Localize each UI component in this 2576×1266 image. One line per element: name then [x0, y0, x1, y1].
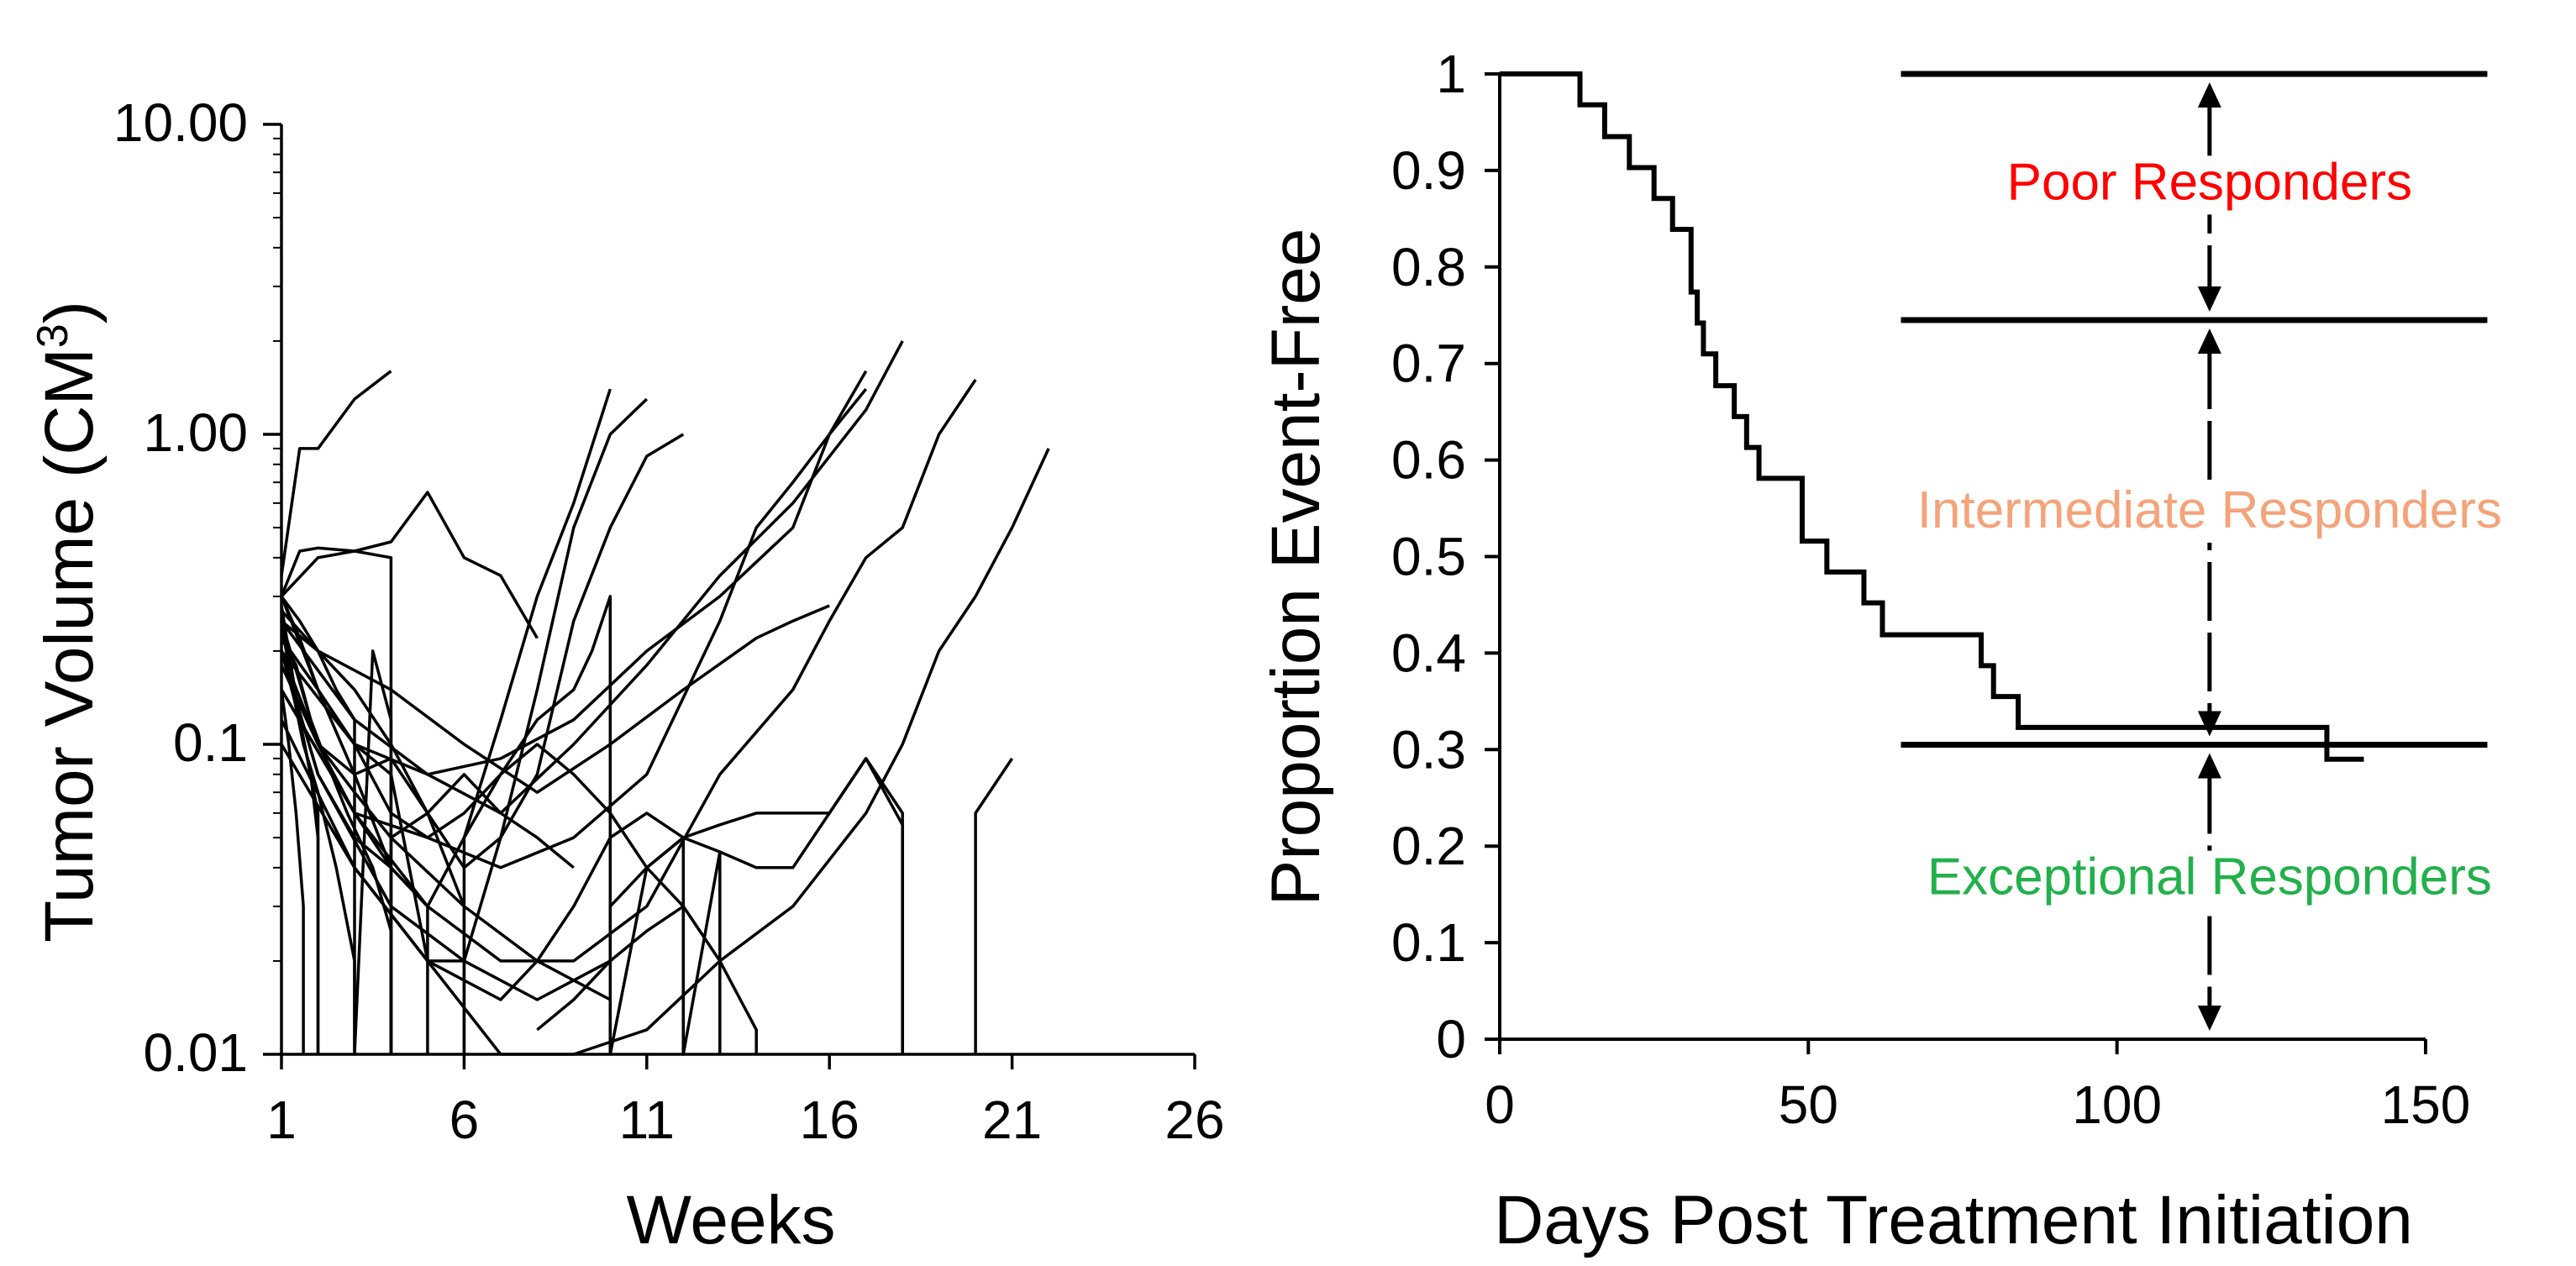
- km-y-tick-label: 0.3: [1391, 719, 1466, 780]
- tumor-series-24: [280, 689, 305, 1054]
- x-tick-label: 11: [619, 1090, 675, 1150]
- tumor-series-12: [280, 719, 904, 1001]
- annotation-exceptional-responders: Exceptional Responders: [1927, 848, 2492, 906]
- x-axis-title-days: Days Post Treatment Initiation: [1494, 1182, 2413, 1258]
- km-x-tick-label: 50: [1779, 1074, 1838, 1135]
- tumor-series-10: [280, 379, 977, 963]
- x-axis-title-weeks: Weeks: [626, 1182, 835, 1258]
- annotation-exceptional-responders-background: [1873, 850, 2546, 910]
- tumor-axes: [263, 123, 1196, 1069]
- y-axis-title-text: Tumor Volume (CM: [31, 348, 108, 943]
- km-y-tick-label: 0.2: [1391, 816, 1466, 876]
- tumor-series-26: [389, 773, 575, 1054]
- km-x-tick-label: 100: [2072, 1074, 2162, 1135]
- km-step-curve: [1500, 71, 2364, 762]
- survival-chart: 0 0.1 0.2 0.3 0.4 0.5 0.6 0.7 0.8 0.9 1 0 50 100 150 P…: [1258, 44, 2571, 1258]
- y-tick-label: 1.00: [143, 402, 248, 463]
- tumor-series-1: [280, 370, 392, 576]
- km-y-tick-label: 0.5: [1391, 527, 1466, 587]
- x-tick-label: 1: [266, 1090, 297, 1150]
- y-tick-label: 0.01: [143, 1022, 248, 1083]
- x-tick-label: 21: [982, 1090, 1042, 1150]
- survival-axes: [1485, 72, 2427, 1054]
- km-y-tick-label: 0.7: [1391, 334, 1466, 394]
- tumor-series-19: [280, 637, 393, 1054]
- x-tick-label: 26: [1164, 1090, 1224, 1150]
- annotation-poor-responders-background: [1957, 155, 2462, 215]
- arrow-poor-head-down: [2197, 286, 2221, 312]
- km-y-tick-label: 0.4: [1391, 622, 1466, 683]
- y-axis-title-proportion: Proportion Event-Free: [1258, 229, 1334, 906]
- y-axis-title-close: ): [31, 301, 108, 323]
- tumor-series-2: [280, 491, 539, 639]
- x-tick-label: 6: [449, 1090, 480, 1150]
- tumor-series-30: [280, 637, 686, 1054]
- km-y-tick-label: 0.8: [1391, 237, 1466, 297]
- annotation-intermediate-responders: Intermediate Responders: [1917, 481, 2502, 539]
- km-x-tick-label: 150: [2381, 1074, 2471, 1135]
- tumor-series-31: [280, 604, 830, 794]
- km-y-tick-label: 0.6: [1391, 430, 1466, 491]
- tumor-series-25: [280, 665, 612, 1054]
- tumor-series-29: [536, 905, 758, 1054]
- annotation-intermediate-responders-background: [1848, 484, 2571, 544]
- y-axis-title-proportion-text: Proportion Event-Free: [1258, 229, 1334, 906]
- y-axis-title-superscript: 3: [29, 323, 77, 348]
- tumor-series-14: [974, 757, 1014, 1054]
- threshold-lines-group: [1900, 71, 2488, 749]
- y-tick-label: 10.00: [113, 92, 248, 153]
- survival-tick-labels: 0 0.1 0.2 0.3 0.4 0.5 0.6 0.7 0.8 0.9 1 0 50 100 150: [1391, 44, 2470, 1135]
- tumor-series-4: [280, 433, 685, 869]
- svg-text:Tumor Volume (CM3): Tumor Volume (CM3): [29, 301, 108, 943]
- annotations-group: Poor Responders Intermediate Responders Ex…: [1848, 153, 2571, 910]
- x-tick-label: 16: [800, 1090, 860, 1150]
- km-y-tick-label: 0: [1436, 1009, 1466, 1069]
- survival-curve-group: [1500, 71, 2364, 762]
- arrow-exceptional-head-up: [2197, 753, 2221, 779]
- annotation-poor-responders: Poor Responders: [2007, 153, 2413, 211]
- arrow-intermediate-head-down: [2197, 711, 2221, 737]
- y-axis-title-tumor-volume: Tumor Volume (CM3): [29, 301, 108, 943]
- km-y-tick-label: 1: [1436, 44, 1466, 104]
- km-x-tick-label: 0: [1485, 1074, 1515, 1135]
- arrow-exceptional-head-down: [2197, 1006, 2221, 1031]
- arrow-intermediate-head-up: [2197, 328, 2221, 354]
- tumor-series-group: [280, 340, 1050, 1056]
- tumor-series-27: [462, 595, 612, 1054]
- km-y-tick-label: 0.1: [1391, 912, 1466, 973]
- tumor-series-11: [280, 448, 1050, 1056]
- km-y-tick-label: 0.9: [1391, 140, 1466, 201]
- tumor-series-16: [280, 595, 393, 1056]
- arrow-poor-head-up: [2197, 82, 2221, 108]
- y-tick-label: 0.1: [173, 712, 248, 773]
